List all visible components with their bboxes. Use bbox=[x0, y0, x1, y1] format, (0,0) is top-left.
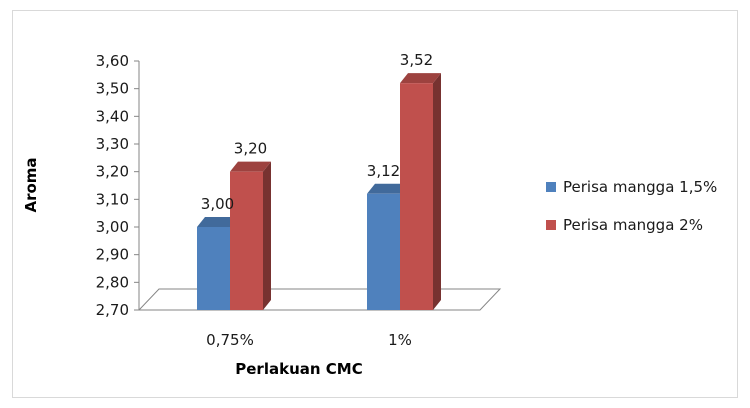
floor-plane bbox=[137, 288, 502, 311]
legend-swatch bbox=[546, 220, 556, 230]
bar bbox=[400, 73, 441, 310]
data-label: 3,52 bbox=[400, 51, 433, 69]
y-tick-label: 3,30 bbox=[96, 135, 129, 153]
legend-label: Perisa mangga 2% bbox=[563, 216, 703, 234]
x-axis-title: Perlakuan CMC bbox=[235, 360, 362, 378]
bar-front-face bbox=[197, 227, 230, 310]
legend-item: Perisa mangga 1,5% bbox=[546, 178, 717, 196]
legend-label: Perisa mangga 1,5% bbox=[563, 178, 717, 196]
y-axis: 2,70 2,80 2,90 3,00 3,10 3,20 3,30 3,40 3,50 3,60 bbox=[96, 52, 140, 319]
bar-side-face bbox=[263, 161, 271, 310]
y-tick-label: 3,60 bbox=[96, 52, 129, 70]
y-tick-label: 2,80 bbox=[96, 273, 129, 291]
x-tick-label: 1% bbox=[388, 331, 412, 349]
bar-front-face bbox=[400, 83, 433, 310]
bar-front-face bbox=[367, 193, 400, 310]
bar-side-face bbox=[433, 73, 441, 310]
bar-top-face bbox=[400, 73, 441, 84]
data-label: 3,00 bbox=[201, 195, 234, 213]
legend: Perisa mangga 1,5% Perisa mangga 2% bbox=[546, 178, 717, 234]
bar-top-face bbox=[367, 183, 408, 194]
x-tick-label: 0,75% bbox=[206, 331, 254, 349]
bar bbox=[230, 161, 271, 310]
bar-front-face bbox=[230, 171, 263, 310]
chart-frame bbox=[12, 10, 738, 398]
data-labels: 3,00 3,20 3,12 3,52 bbox=[201, 51, 433, 213]
chart-floor bbox=[137, 288, 502, 311]
data-label: 3,20 bbox=[234, 140, 267, 158]
y-tick-label: 3,20 bbox=[96, 163, 129, 181]
legend-item: Perisa mangga 2% bbox=[546, 216, 703, 234]
y-tick-label: 3,10 bbox=[96, 190, 129, 208]
y-tick-label: 2,70 bbox=[96, 301, 129, 319]
y-tick-label: 3,40 bbox=[96, 107, 129, 125]
y-tick-label: 2,90 bbox=[96, 246, 129, 264]
y-axis-title: Aroma bbox=[22, 157, 40, 212]
y-tick-label: 3,50 bbox=[96, 80, 129, 98]
legend-swatch bbox=[546, 182, 556, 192]
x-axis-ticks: 0,75% 1% bbox=[206, 331, 412, 349]
data-label: 3,12 bbox=[367, 162, 400, 180]
bar-top-face bbox=[230, 161, 271, 172]
bars bbox=[197, 73, 441, 310]
y-tick-label: 3,00 bbox=[96, 218, 129, 236]
bar-top-face bbox=[197, 217, 238, 227]
